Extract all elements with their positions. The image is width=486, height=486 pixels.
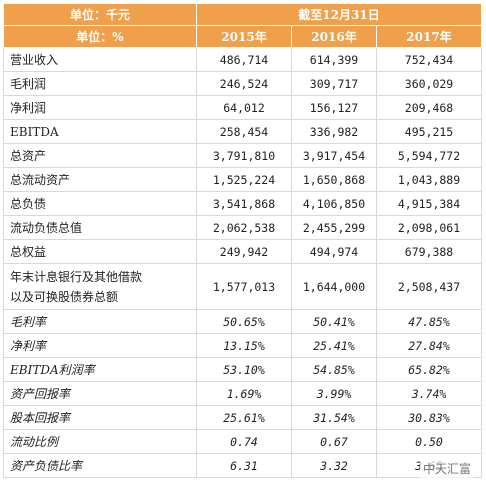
label-cell: 净利率 [3, 333, 197, 358]
value-cell: 336,982 [291, 119, 377, 144]
value-cell: 258,454 [196, 119, 292, 144]
value-cell: 495,215 [376, 119, 482, 144]
data-row: 毛利率 50.65% 50.41% 47.85% [3, 309, 482, 334]
value-cell: 47.85% [376, 309, 482, 334]
value-cell: 209,468 [376, 95, 482, 120]
data-row: EBITDA利润率 53.10% 54.85% 65.82% [3, 357, 482, 382]
label-cell: 年末计息银行及其他借款 以及可换股债券总额 [3, 263, 197, 310]
value-cell: 3,791,810 [196, 143, 292, 168]
value-cell: 156,127 [291, 95, 377, 120]
value-cell: 3,541,868 [196, 191, 292, 216]
label-cell: 资产回报率 [3, 381, 197, 406]
data-row: 营业收入 486,714 614,399 752,434 [3, 47, 482, 72]
value-cell: 246,524 [196, 71, 292, 96]
value-cell: 3,917,454 [291, 143, 377, 168]
label-cell: 流动比例 [3, 429, 197, 454]
label-cell: 总负债 [3, 191, 197, 216]
value-cell: 249,942 [196, 239, 292, 264]
header-row: 单位：% 2015年 2016年 2017年 [3, 25, 482, 48]
label-cell: 总流动资产 [3, 167, 197, 192]
header-cell: 2015年 [196, 25, 292, 48]
value-cell: 3.32 [291, 453, 377, 478]
value-cell: 3.74% [376, 381, 482, 406]
value-cell: 13.15% [196, 333, 292, 358]
header-cell: 2016年 [291, 25, 377, 48]
data-row: 资产回报率 1.69% 3.99% 3.74% [3, 381, 482, 406]
value-cell: 5,594,772 [376, 143, 482, 168]
value-cell: 1,650,868 [291, 167, 377, 192]
value-cell: 50.41% [291, 309, 377, 334]
label-cell: 营业收入 [3, 47, 197, 72]
value-cell: 0.67 [291, 429, 377, 454]
value-cell: 3.99% [291, 381, 377, 406]
data-row: 股本回报率 25.61% 31.54% 30.83% [3, 405, 482, 430]
data-row: EBITDA 258,454 336,982 495,215 [3, 119, 482, 144]
value-cell: 2,508,437 [376, 263, 482, 310]
value-cell: 0.50 [376, 429, 482, 454]
label-cell: EBITDA利润率 [3, 357, 197, 382]
label-cell: 流动负债总值 [3, 215, 197, 240]
value-cell: 27.84% [376, 333, 482, 358]
value-cell: 752,434 [376, 47, 482, 72]
value-cell: 1,644,000 [291, 263, 377, 310]
data-row: 流动负债总值 2,062,538 2,455,299 2,098,061 [3, 215, 482, 240]
header-row: 单位：千元 截至12月31日 [3, 3, 482, 26]
value-cell: 4,106,850 [291, 191, 377, 216]
data-row: 总负债 3,541,868 4,106,850 4,915,384 [3, 191, 482, 216]
data-row: 总权益 249,942 494,974 679,388 [3, 239, 482, 264]
data-row: 净利率 13.15% 25.41% 27.84% [3, 333, 482, 358]
value-cell: 1,577,013 [196, 263, 292, 310]
value-cell: 64,012 [196, 95, 292, 120]
data-row: 净利润 64,012 156,127 209,468 [3, 95, 482, 120]
value-cell: 1,525,224 [196, 167, 292, 192]
data-row: 总流动资产 1,525,224 1,650,868 1,043,889 [3, 167, 482, 192]
value-cell: 1.69% [196, 381, 292, 406]
data-row: 流动比例 0.74 0.67 0.50 [3, 429, 482, 454]
data-row: 毛利润 246,524 309,717 360,029 [3, 71, 482, 96]
value-cell: 2,098,061 [376, 215, 482, 240]
header-cell: 单位：千元 [3, 3, 197, 26]
value-cell: 486,714 [196, 47, 292, 72]
label-line: 以及可换股债券总额 [10, 289, 119, 304]
value-cell: 65.82% [376, 357, 482, 382]
value-cell: 50.65% [196, 309, 292, 334]
value-cell: 309,717 [291, 71, 377, 96]
value-cell: 6.31 [196, 453, 292, 478]
header-cell: 截至12月31日 [196, 3, 482, 26]
value-cell: 0.74 [196, 429, 292, 454]
header-cell: 2017年 [376, 25, 482, 48]
watermark: 中天汇富 [419, 459, 474, 478]
value-cell: 30.83% [376, 405, 482, 430]
value-cell: 31.54% [291, 405, 377, 430]
label-cell: 毛利率 [3, 309, 197, 334]
data-row: 年末计息银行及其他借款 以及可换股债券总额 1,577,013 1,644,000 2,… [3, 263, 482, 310]
label-cell: 资产负债比率 [3, 453, 197, 478]
financial-table: 单位：千元 截至12月31日 单位：% 2015年 2016年 2017年 营业收入 486,… [3, 3, 482, 478]
label-cell: 总权益 [3, 239, 197, 264]
value-cell: 360,029 [376, 71, 482, 96]
value-cell: 2,455,299 [291, 215, 377, 240]
value-cell: 2,062,538 [196, 215, 292, 240]
value-cell: 679,388 [376, 239, 482, 264]
data-row: 总资产 3,791,810 3,917,454 5,594,772 [3, 143, 482, 168]
value-cell: 4,915,384 [376, 191, 482, 216]
value-cell: 25.61% [196, 405, 292, 430]
label-cell: EBITDA [3, 119, 197, 144]
value-cell: 54.85% [291, 357, 377, 382]
value-cell: 614,399 [291, 47, 377, 72]
label-cell: 毛利润 [3, 71, 197, 96]
label-cell: 股本回报率 [3, 405, 197, 430]
label-line: 年末计息银行及其他借款 [10, 269, 143, 284]
value-cell: 53.10% [196, 357, 292, 382]
label-cell: 总资产 [3, 143, 197, 168]
value-cell: 1,043,889 [376, 167, 482, 192]
value-cell: 494,974 [291, 239, 377, 264]
label-cell: 净利润 [3, 95, 197, 120]
value-cell: 25.41% [291, 333, 377, 358]
header-cell: 单位：% [3, 25, 197, 48]
